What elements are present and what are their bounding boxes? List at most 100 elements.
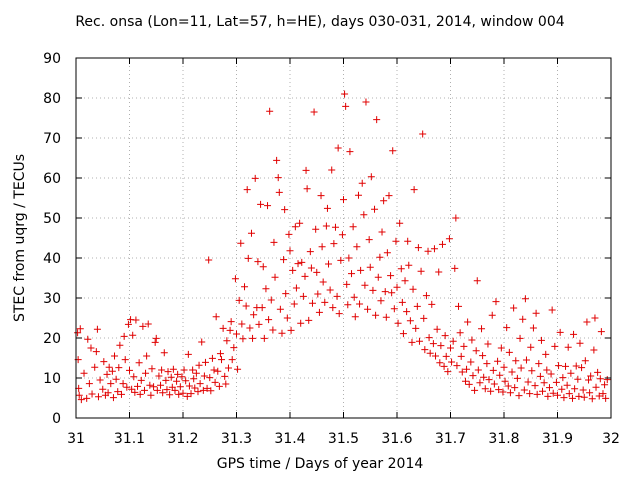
data-point [576,339,584,347]
data-point [254,258,262,266]
data-point [539,387,547,395]
data-point [282,290,290,298]
data-point [153,386,161,394]
data-point [485,376,493,384]
data-point [440,362,448,370]
data-point [594,368,602,376]
data-point [343,280,351,288]
data-point [595,392,603,400]
data-point [163,386,171,394]
data-point [105,363,113,371]
data-point [417,267,425,275]
data-point [80,369,88,377]
data-point [274,174,282,182]
data-point [239,335,247,343]
data-point [183,392,191,400]
data-point [139,322,147,330]
data-point [602,394,610,402]
data-point [464,318,472,326]
data-point [574,375,582,383]
data-point [564,343,572,351]
x-tick-label: 32 [602,431,620,447]
data-point [560,394,568,402]
data-point [425,334,433,342]
data-point [330,240,338,248]
y-tick-label: 0 [52,411,61,427]
data-point [328,166,336,174]
data-point [451,264,459,272]
data-point [516,334,524,342]
data-point [457,352,465,360]
data-point [325,260,333,268]
data-point [393,283,401,291]
data-point [275,188,283,196]
data-point [194,388,202,396]
data-point [187,390,195,398]
data-point [568,394,576,402]
data-point [280,256,288,264]
data-point [246,324,254,332]
data-point [196,380,204,388]
data-point [489,366,497,374]
data-point [267,296,275,304]
data-point [480,373,488,381]
data-point [376,253,384,261]
data-point [490,380,498,388]
data-point [237,239,245,247]
data-point [83,394,91,402]
data-point [382,313,390,321]
data-point [348,270,356,278]
data-point [543,366,551,374]
data-point [469,372,477,380]
data-point [292,284,300,292]
data-point [94,393,102,401]
data-point [146,381,154,389]
data-point [107,380,115,388]
data-point [226,326,234,334]
data-point [111,352,119,360]
data-point [387,272,395,280]
data-point [479,352,487,360]
data-point [180,366,188,374]
data-point [374,273,382,281]
data-point [369,286,377,294]
data-point [119,380,127,388]
data-point [422,292,430,300]
data-point [586,389,594,397]
x-tick-label: 31.5 [328,431,359,447]
data-point [342,102,350,110]
x-axis-label: GPS time / Days of year 2014 [216,456,424,472]
data-point [147,391,155,399]
data-point [511,384,519,392]
data-point [373,116,381,124]
data-point [465,380,473,388]
data-point [321,298,329,306]
data-point [447,344,454,352]
data-point [497,344,505,352]
data-point [159,389,167,397]
data-point [350,293,358,301]
data-point [155,372,163,380]
data-point [74,329,82,337]
data-point [249,334,257,342]
data-point [317,192,325,200]
data-point [404,237,412,245]
data-point [312,225,320,233]
data-point [487,387,495,395]
data-point [513,374,521,382]
data-point [214,367,222,375]
data-point [326,286,334,294]
data-point [333,292,341,300]
data-point [429,340,437,348]
data-point [297,319,305,327]
x-tick-label: 31.6 [381,431,412,447]
data-point [397,265,405,273]
data-point [519,315,527,323]
data-point [394,319,402,327]
data-point [481,385,489,393]
data-point [601,381,609,389]
data-point [432,352,440,360]
data-point [385,192,393,200]
data-point [424,247,432,255]
